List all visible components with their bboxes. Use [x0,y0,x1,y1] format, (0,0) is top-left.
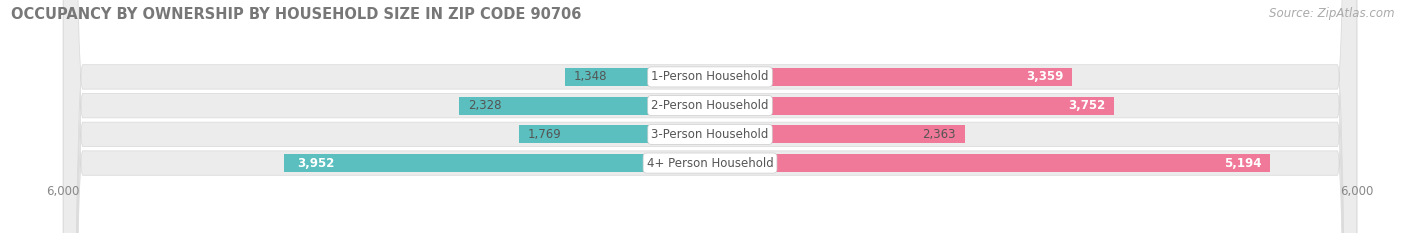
Text: OCCUPANCY BY OWNERSHIP BY HOUSEHOLD SIZE IN ZIP CODE 90706: OCCUPANCY BY OWNERSHIP BY HOUSEHOLD SIZE… [11,7,582,22]
Bar [519,125,710,143]
Text: 1-Person Household: 1-Person Household [651,70,769,83]
Text: 3,952: 3,952 [297,157,335,170]
Text: 5,194: 5,194 [1223,157,1261,170]
FancyBboxPatch shape [63,0,1357,233]
FancyBboxPatch shape [63,0,1357,233]
Text: Source: ZipAtlas.com: Source: ZipAtlas.com [1270,7,1395,20]
Text: 2,363: 2,363 [922,128,956,141]
Text: 3-Person Household: 3-Person Household [651,128,769,141]
Text: 2,328: 2,328 [468,99,501,112]
Text: 4+ Person Household: 4+ Person Household [647,157,773,170]
Bar [710,125,965,143]
Legend: Owner-occupied, Renter-occupied: Owner-occupied, Renter-occupied [581,229,839,233]
Bar [565,68,710,86]
Text: 3,359: 3,359 [1026,70,1063,83]
Bar [710,68,1073,86]
Text: 3,752: 3,752 [1069,99,1107,112]
Bar [460,97,710,115]
Bar [710,97,1115,115]
Text: 1,348: 1,348 [574,70,607,83]
Bar [284,154,710,172]
FancyBboxPatch shape [63,0,1357,233]
FancyBboxPatch shape [63,0,1357,233]
Bar [710,154,1270,172]
Text: 1,769: 1,769 [529,128,562,141]
Text: 2-Person Household: 2-Person Household [651,99,769,112]
